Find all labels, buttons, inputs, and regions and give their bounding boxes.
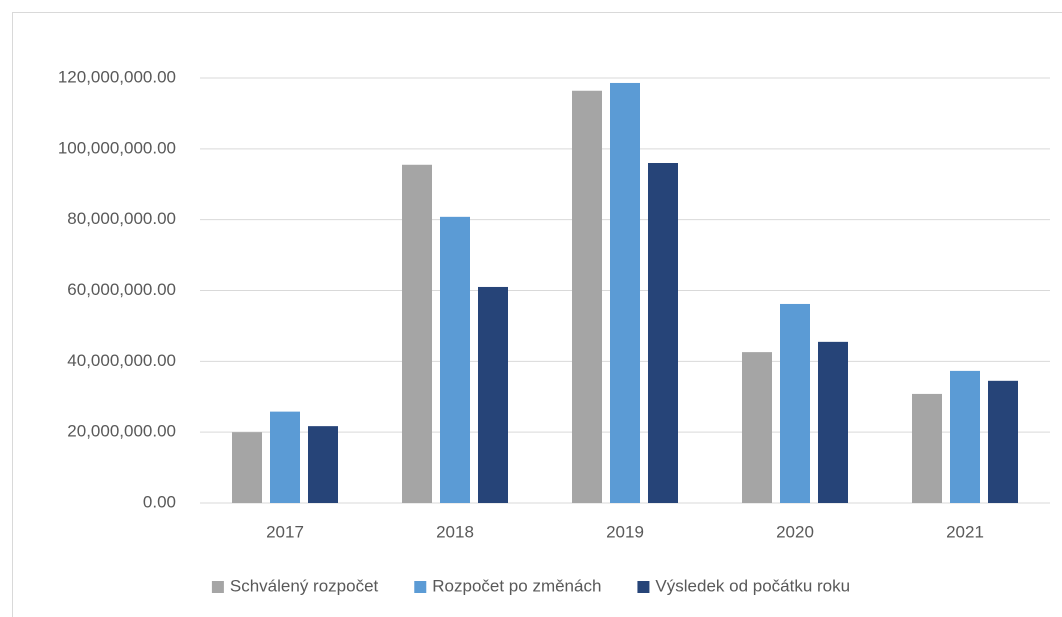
legend-swatch [414, 581, 427, 593]
legend-label: Výsledek od počátku roku [655, 576, 850, 595]
bar [648, 163, 678, 503]
bar [402, 164, 432, 504]
x-tick-label: 2020 [776, 522, 814, 541]
y-tick-label: 40,000,000.00 [67, 351, 176, 370]
chart-border [12, 12, 1062, 617]
legend-label: Schválený rozpočet [230, 576, 379, 595]
y-tick-label: 60,000,000.00 [67, 280, 176, 299]
bar [440, 216, 470, 504]
bar [478, 286, 508, 503]
bar [232, 432, 262, 503]
bar [270, 411, 300, 503]
bar [988, 380, 1018, 503]
y-tick-label: 80,000,000.00 [67, 209, 176, 228]
y-tick-label: 0.00 [143, 492, 176, 511]
bar [950, 370, 980, 503]
x-tick-label: 2017 [266, 522, 304, 541]
legend-swatch [637, 581, 650, 593]
y-tick-label: 120,000,000.00 [58, 67, 176, 86]
bar [912, 393, 942, 503]
legend-label: Rozpočet po změnách [432, 576, 601, 595]
bar [780, 303, 810, 503]
x-tick-label: 2018 [436, 522, 474, 541]
bar [610, 82, 640, 503]
x-tick-label: 2019 [606, 522, 644, 541]
bar [818, 341, 848, 503]
bar [308, 426, 338, 503]
bar [742, 352, 772, 503]
bar [572, 90, 602, 503]
y-tick-label: 100,000,000.00 [58, 138, 176, 157]
x-tick-label: 2021 [946, 522, 984, 541]
y-tick-label: 20,000,000.00 [67, 422, 176, 441]
legend-swatch [211, 581, 224, 593]
